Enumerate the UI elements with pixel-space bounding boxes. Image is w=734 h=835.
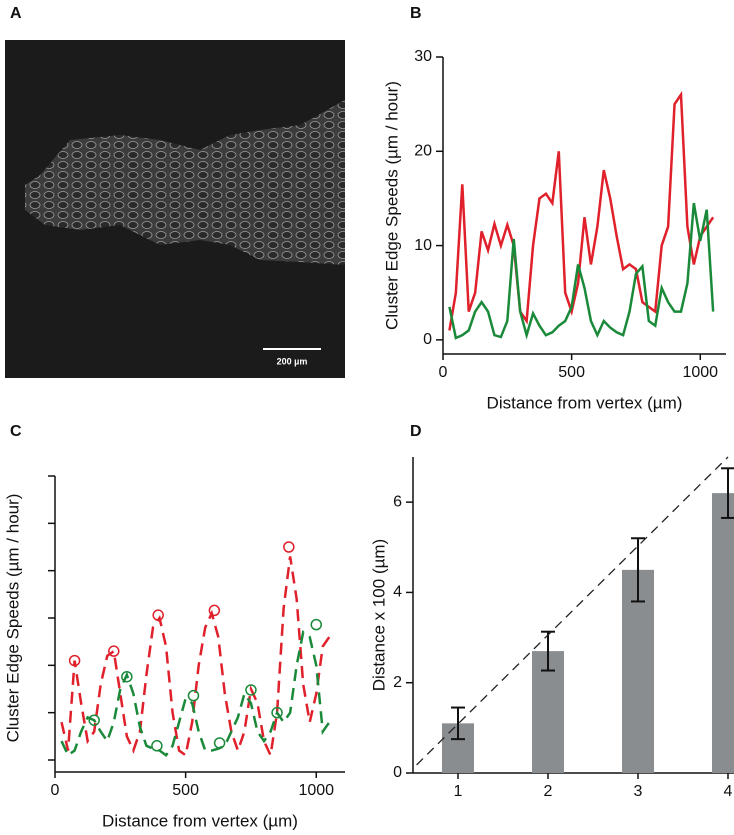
series-line: [60, 556, 331, 760]
peak-marker: [152, 609, 164, 621]
y-tick-label: 0: [423, 331, 432, 348]
bar: [712, 493, 734, 773]
x-tick-label: 4: [724, 783, 733, 800]
peak-marker: [213, 737, 226, 749]
peak-marker: [68, 654, 81, 667]
peak-marker: [187, 689, 200, 702]
x-tick-label: 1: [454, 783, 463, 800]
peak-marker: [283, 541, 295, 553]
panel-label: B: [410, 5, 422, 22]
y-tick-label: 6: [393, 493, 402, 510]
x-axis-title: Distance from vertex (µm): [487, 393, 683, 412]
peak-marker: [271, 706, 283, 719]
peak-marker: [208, 604, 221, 617]
x-tick-label: 1000: [682, 364, 718, 381]
panel-label: A: [10, 5, 22, 22]
peak-marker: [310, 618, 323, 631]
x-tick-label: 0: [439, 364, 448, 381]
panel-label: D: [410, 423, 422, 440]
y-tick-label: 2: [393, 674, 402, 691]
y-tick-label: 10: [414, 237, 432, 254]
bar: [622, 569, 654, 773]
x-tick-label: 3: [634, 783, 643, 800]
x-tick-label: 500: [172, 782, 199, 799]
y-axis-title: Distance x 100 (µm): [369, 539, 388, 691]
peak-marker: [151, 740, 163, 752]
x-tick-label: 1000: [298, 782, 334, 799]
trend-line: [416, 456, 729, 766]
peak-marker: [245, 684, 257, 696]
y-tick-label: 20: [414, 143, 432, 160]
peak-marker: [88, 714, 100, 726]
x-axis-title: Distance from vertex (µm): [102, 811, 298, 830]
x-tick-label: 500: [558, 364, 585, 381]
panel-label: C: [10, 423, 22, 440]
scale-bar-label: 200 µm: [277, 356, 308, 366]
peak-marker: [121, 670, 133, 683]
y-axis-title: Cluster Edge Speeds (µm / hour): [382, 81, 401, 330]
panel-a: A 200 µm: [5, 5, 345, 378]
y-tick-label: 30: [414, 48, 432, 65]
x-tick-label: 0: [51, 782, 60, 799]
y-tick-label: 4: [393, 584, 402, 601]
cell-cluster: [25, 100, 345, 265]
y-axis-title: Cluster Edge Speeds (µm / hour): [3, 494, 22, 743]
peak-marker: [108, 645, 120, 657]
series-line: [60, 630, 331, 758]
series-line: [448, 90, 715, 331]
y-tick-label: 0: [393, 764, 402, 781]
x-tick-label: 2: [544, 783, 553, 800]
series-line: [448, 202, 715, 340]
